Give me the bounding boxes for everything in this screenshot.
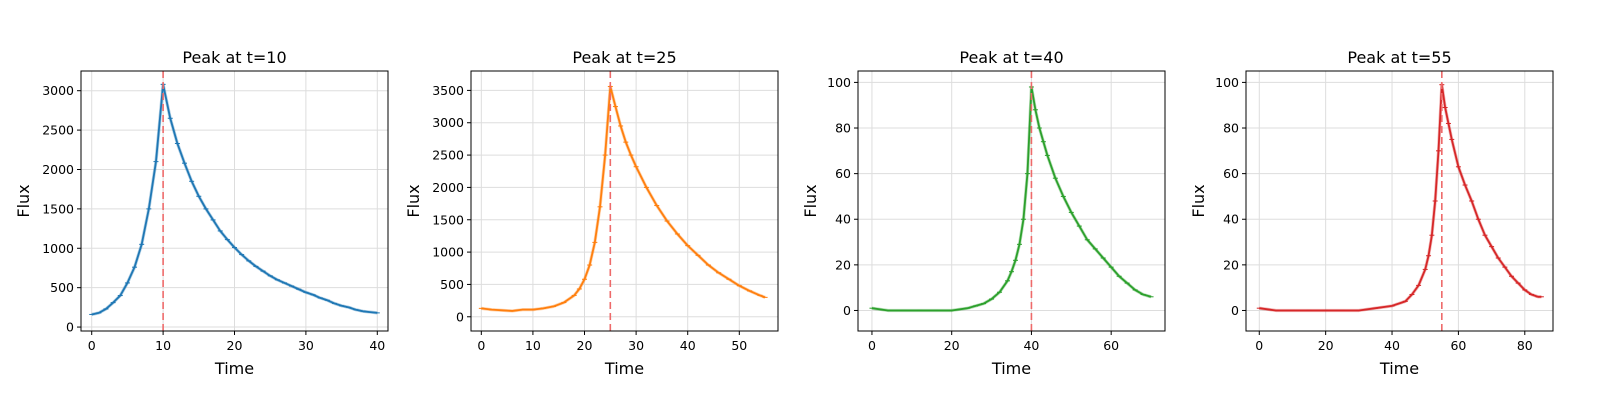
y-tick-label: 2000: [432, 180, 464, 195]
y-tick-label: 2000: [42, 162, 74, 177]
subplot-title: Peak at t=10: [182, 48, 286, 67]
x-tick-label: 60: [1450, 338, 1466, 353]
y-tick-label: 500: [440, 277, 464, 292]
plot-frame: [1245, 70, 1554, 332]
y-tick-label: 3500: [432, 83, 464, 98]
series-error-band: [1259, 83, 1542, 313]
plot-frame: [470, 70, 779, 332]
x-tick-label: 30: [628, 338, 644, 353]
y-axis-label: Flux: [801, 184, 820, 217]
y-tick-label: 1500: [432, 212, 464, 227]
x-axis-label: Time: [991, 359, 1031, 378]
y-tick-label: 3000: [42, 83, 74, 98]
x-tick-label: 10: [155, 338, 171, 353]
y-tick-label: 500: [50, 280, 74, 295]
y-tick-label: 0: [843, 303, 851, 318]
x-tick-label: 20: [227, 338, 243, 353]
x-tick-label: 20: [944, 338, 960, 353]
x-tick-label: 40: [369, 338, 385, 353]
y-tick-label: 20: [1223, 257, 1239, 272]
x-tick-label: 60: [1103, 338, 1119, 353]
y-tick-label: 3000: [432, 115, 464, 130]
y-tick-label: 1500: [42, 201, 74, 216]
y-tick-label: 1000: [432, 245, 464, 260]
subplot-title: Peak at t=25: [572, 48, 676, 67]
y-tick-label: 100: [1215, 75, 1239, 90]
plot-frame: [857, 70, 1166, 332]
x-tick-label: 30: [298, 338, 314, 353]
subplot-title: Peak at t=55: [1347, 48, 1451, 67]
y-tick-label: 2500: [42, 123, 74, 138]
x-tick-label: 40: [1384, 338, 1400, 353]
y-tick-label: 2500: [432, 148, 464, 163]
y-tick-label: 20: [835, 257, 851, 272]
x-tick-label: 0: [477, 338, 485, 353]
y-tick-label: 40: [835, 212, 851, 227]
x-tick-label: 20: [1318, 338, 1334, 353]
x-tick-label: 40: [1023, 338, 1039, 353]
y-tick-label: 40: [1223, 212, 1239, 227]
x-tick-label: 0: [88, 338, 96, 353]
subplot-title: Peak at t=40: [959, 48, 1063, 67]
y-axis-label: Flux: [1189, 184, 1208, 217]
subplot-1: 0 10 20 30 40 0 500 1000 1500 2000 2500 3000 Peak a…: [14, 48, 389, 378]
y-axis-label: Flux: [14, 184, 33, 217]
y-tick-label: 1000: [42, 241, 74, 256]
series-line: [1259, 83, 1542, 312]
x-tick-label: 40: [680, 338, 696, 353]
x-axis-label: Time: [1379, 359, 1419, 378]
x-axis-label: Time: [604, 359, 644, 378]
series-error-band: [871, 85, 1152, 313]
y-tick-label: 60: [835, 166, 851, 181]
x-tick-label: 20: [577, 338, 593, 353]
y-tick-label: 0: [456, 309, 464, 324]
y-tick-label: 0: [1231, 303, 1239, 318]
y-axis-label: Flux: [404, 184, 423, 217]
x-tick-label: 50: [731, 338, 747, 353]
x-tick-label: 10: [525, 338, 541, 353]
subplot-3: 0 20 40 60 0 20 40 60 80 100 Peak at t=40 Time Fl…: [801, 48, 1166, 378]
x-tick-label: 80: [1517, 338, 1533, 353]
series-line: [481, 85, 766, 312]
series-line: [871, 86, 1152, 312]
y-tick-label: 60: [1223, 166, 1239, 181]
y-tick-label: 100: [827, 75, 851, 90]
y-tick-label: 80: [835, 121, 851, 136]
y-tick-label: 0: [66, 320, 74, 335]
x-axis-label: Time: [214, 359, 254, 378]
x-tick-label: 0: [1255, 338, 1263, 353]
subplot-2: 0 10 20 30 40 500500100015002000250030003500 …: [404, 48, 779, 378]
y-tick-label: 80: [1223, 121, 1239, 136]
series-error-band: [481, 84, 766, 313]
x-tick-label: 0: [868, 338, 876, 353]
